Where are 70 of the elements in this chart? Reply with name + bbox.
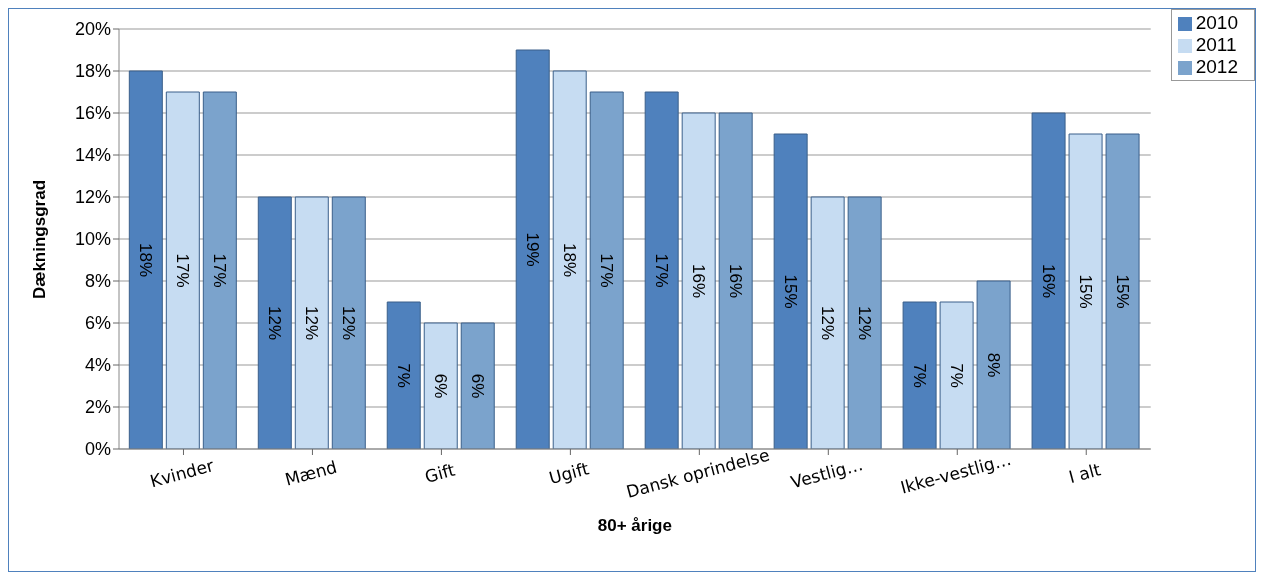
y-tick-label: 10% [74,229,111,250]
bar [552,70,587,449]
bar [165,91,200,449]
data-label: 18% [560,242,580,278]
data-label: 6% [431,373,451,399]
bar [810,196,845,449]
bar [331,196,366,449]
data-label: 6% [468,373,488,399]
x-tick-label: Gift [422,459,458,487]
y-axis-title: Dækningsgrad [30,179,50,299]
bar [460,322,495,449]
data-label: 15% [1113,274,1133,309]
legend-label: 2012 [1195,56,1238,77]
bar [847,196,882,449]
bar [718,112,753,449]
y-tick-label: 20% [74,19,111,40]
data-label: 12% [302,305,322,341]
bar [1105,133,1140,449]
data-label: 17% [652,253,672,288]
y-tick-label: 0% [84,439,111,460]
x-axis-title: 80+ årige [597,516,672,535]
data-label: 18% [136,242,156,278]
y-tick-label: 18% [74,61,111,82]
data-label: 19% [523,232,543,267]
x-tick-label: Vestlig… [788,454,865,493]
bar [976,280,1011,449]
data-label: 8% [984,352,1004,378]
bar [773,133,808,449]
y-tick-label: 6% [84,313,111,334]
bar [681,112,716,449]
legend-label: 2010 [1195,12,1238,33]
bar [902,301,937,449]
y-tick-label: 8% [84,271,111,292]
x-tick-label: Ugift [546,458,592,489]
bar [423,322,458,449]
bar [294,196,329,449]
data-label: 12% [855,305,875,341]
data-label: 15% [1076,274,1096,309]
bar [589,91,624,449]
bar [128,70,163,449]
data-label: 16% [1039,263,1059,299]
x-tick-label: Kvinder [147,455,216,492]
y-tick-label: 16% [74,103,111,124]
x-tick-label: Mænd [282,456,340,490]
bar [1068,133,1103,449]
data-label: 7% [910,363,930,388]
data-label: 17% [597,253,617,288]
x-tick-label: I alt [1066,459,1104,488]
bar [644,91,679,449]
data-label: 16% [689,263,709,299]
bar [257,196,292,449]
data-label: 17% [210,253,230,288]
y-tick-label: 14% [74,145,111,166]
bar [202,91,237,449]
data-label: 17% [173,253,193,288]
legend-label: 2011 [1195,34,1237,55]
y-tick-label: 4% [84,355,111,376]
y-tick-label: 2% [84,397,111,418]
bar [515,49,550,449]
data-label: 7% [947,363,967,388]
data-label: 7% [394,363,414,388]
data-label: 12% [265,305,285,341]
data-label: 15% [781,274,801,309]
bar [1031,112,1066,449]
y-tick-label: 12% [74,187,111,208]
data-label: 12% [818,305,838,341]
bar [939,301,974,449]
bar [386,301,421,449]
data-label: 16% [726,263,746,299]
data-label: 12% [339,305,359,341]
